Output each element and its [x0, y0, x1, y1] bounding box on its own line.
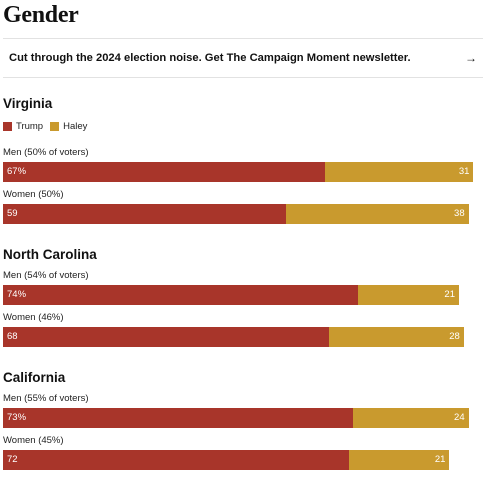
haley-value-label: 24: [454, 412, 465, 423]
legend-label: Haley: [63, 121, 88, 132]
haley-value-label: 28: [449, 331, 460, 342]
group-label: Women (46%): [3, 312, 64, 323]
bar-trump: [3, 450, 349, 470]
state-section: North Carolina Men (54% of voters) 74% 21 Wo…: [3, 247, 483, 347]
bar-haley: [324, 162, 474, 182]
state-title: Virginia: [3, 96, 53, 111]
state-section: Virginia Men (50% of voters) 67% 31 Women (5…: [3, 96, 483, 224]
trump-value-label: 74%: [7, 289, 27, 300]
trump-value-label: 73%: [7, 412, 27, 423]
bar-trump: [3, 285, 359, 305]
group-label: Men (55% of voters): [3, 393, 89, 404]
group-label: Men (54% of voters): [3, 270, 89, 281]
legend-item: Trump: [3, 121, 43, 132]
bar-haley: [358, 285, 459, 305]
bar-haley: [286, 204, 469, 224]
bar-row: 59 38: [3, 204, 483, 224]
arrow-right-icon: →: [465, 51, 477, 65]
haley-value-label: 38: [454, 208, 465, 219]
bar-row: 74% 21: [3, 285, 483, 305]
newsletter-promo-text: Cut through the 2024 election noise. Get…: [9, 52, 411, 64]
haley-value-label: 31: [458, 166, 470, 177]
haley-value-label: 21: [434, 454, 446, 465]
trump-value-label: 67%: [7, 166, 27, 177]
bar-row: 73% 24: [3, 408, 483, 428]
chart-legend: Trump Haley: [3, 121, 87, 132]
newsletter-promo-link[interactable]: Cut through the 2024 election noise. Get…: [3, 38, 483, 78]
trump-value-label: 72: [7, 454, 18, 465]
bar-trump: [3, 204, 287, 224]
page-title: Gender: [3, 2, 79, 28]
legend-swatch: [50, 122, 60, 131]
group-label: Men (50% of voters): [3, 147, 89, 158]
state-title: North Carolina: [3, 247, 97, 262]
legend-item: Haley: [50, 121, 87, 132]
state-title: California: [3, 370, 66, 385]
bar-row: 67% 31: [3, 162, 483, 182]
bar-haley: [329, 327, 464, 347]
group-label: Women (50%): [3, 189, 64, 200]
legend-swatch: [3, 122, 12, 131]
bar-haley: [348, 450, 450, 470]
bar-row: 68 28: [3, 327, 483, 347]
legend-label: Trump: [16, 121, 44, 132]
trump-value-label: 59: [7, 208, 18, 219]
bar-row: 72 21: [3, 450, 483, 470]
bar-trump: [3, 327, 330, 347]
haley-value-label: 21: [444, 289, 455, 300]
group-label: Women (45%): [3, 435, 64, 446]
bar-trump: [3, 408, 354, 428]
trump-value-label: 68: [7, 331, 18, 342]
bar-haley: [353, 408, 469, 428]
state-section: California Men (55% of voters) 73% 24 Women …: [3, 370, 483, 470]
bar-trump: [3, 162, 325, 182]
